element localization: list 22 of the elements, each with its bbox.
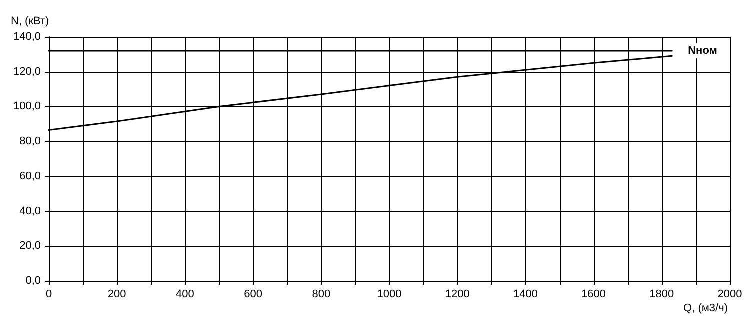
y-tick-label: 80,0 (20, 136, 41, 148)
y-tick-label: 0,0 (26, 275, 41, 287)
y-tick-label: 140,0 (13, 31, 41, 43)
x-tick-label: 1400 (513, 288, 538, 300)
y-tick-label: 40,0 (20, 205, 41, 218)
y-axis-title: N, (кВт) (11, 16, 50, 28)
x-tick-label: 1800 (650, 288, 674, 300)
x-tick-label: 0 (46, 288, 52, 300)
y-tick-label: 20,0 (20, 240, 41, 252)
x-tick-label: 800 (312, 288, 331, 300)
y-tick-label: 100,0 (13, 100, 41, 113)
x-tick-label: 600 (244, 288, 262, 300)
x-axis-title: Q, (м3/ч) (684, 302, 728, 314)
x-tick-label: 1000 (377, 288, 402, 300)
y-tick-label: 120,0 (13, 66, 41, 78)
y-tick-label: 60,0 (20, 170, 41, 182)
x-tick-label: 200 (108, 288, 126, 300)
x-tick-label: 400 (176, 288, 194, 300)
x-tick-label: 1600 (582, 288, 606, 300)
x-tick-label: 2000 (718, 288, 742, 300)
series-label: Nном (688, 44, 718, 57)
x-tick-label: 1200 (445, 288, 470, 300)
